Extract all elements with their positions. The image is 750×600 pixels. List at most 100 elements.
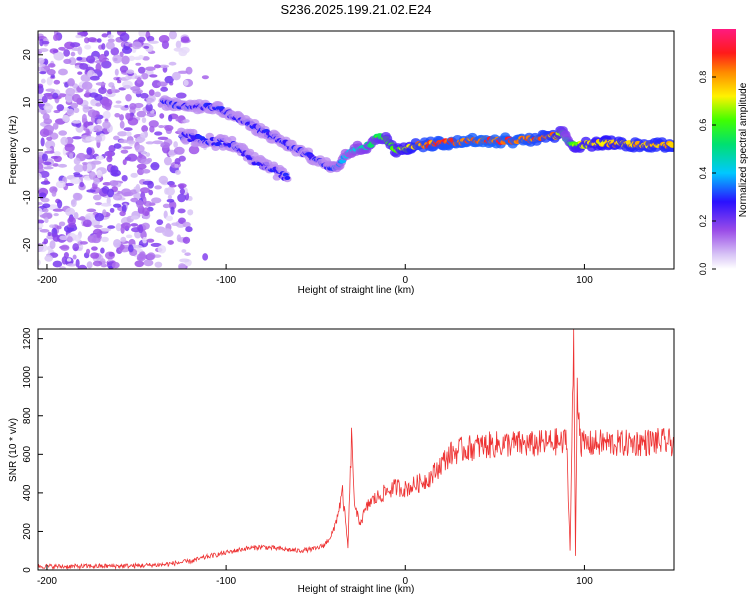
noise-blob <box>167 195 172 200</box>
noise-blob <box>53 51 65 61</box>
noise-blob <box>110 165 119 174</box>
noise-blob <box>117 131 128 137</box>
noise-blob <box>95 63 102 72</box>
noise-blob <box>174 169 181 175</box>
noise-blob <box>120 223 125 228</box>
noise-blob <box>122 146 133 150</box>
noise-blob <box>53 34 59 41</box>
noise-blob <box>84 44 92 50</box>
noise-blob <box>39 128 50 138</box>
noise-blob <box>66 108 75 116</box>
noise-blob <box>119 120 125 129</box>
spectrogram-x-ticks: -200 -100 0 100 <box>37 264 593 286</box>
ridge-point <box>669 142 674 148</box>
colorbar-tick-label: 0.2 <box>698 215 708 228</box>
noise-blob <box>39 38 44 47</box>
noise-blob <box>86 261 93 269</box>
noise-blob <box>145 103 153 112</box>
noise-blob <box>46 69 56 76</box>
noise-blob <box>87 37 97 43</box>
noise-blob <box>75 34 82 39</box>
secondary-ridge-halo <box>227 135 237 143</box>
noise-blob <box>158 64 170 69</box>
noise-blob <box>85 55 96 64</box>
noise-blob <box>91 237 101 244</box>
noise-blob <box>156 81 168 87</box>
noise-blob <box>201 75 209 80</box>
noise-blob <box>178 155 186 162</box>
noise-blob <box>64 143 75 152</box>
noise-blob <box>137 66 146 74</box>
noise-blob <box>182 236 191 244</box>
noise-blob <box>55 180 66 189</box>
noise-blob <box>177 193 186 203</box>
y-tick-label: 1200 <box>22 327 33 350</box>
noise-blob <box>122 159 127 166</box>
noise-blob <box>154 131 163 136</box>
y-tick-label: 1000 <box>22 366 33 389</box>
noise-blob <box>159 113 165 119</box>
noise-blob <box>175 40 182 49</box>
noise-blob <box>91 246 98 251</box>
noise-blob <box>66 236 73 243</box>
noise-blob <box>85 128 90 136</box>
noise-blob <box>123 127 133 132</box>
noise-blob <box>94 93 103 101</box>
noise-blob <box>160 86 169 92</box>
noise-blob <box>184 252 191 256</box>
noise-blob <box>38 259 41 266</box>
noise-blob <box>146 113 157 117</box>
noise-blob <box>89 75 100 81</box>
noise-blob <box>51 191 57 197</box>
noise-blob <box>119 114 125 121</box>
noise-blob <box>125 234 133 239</box>
noise-blob <box>111 261 120 269</box>
noise-blob <box>134 260 145 268</box>
noise-blob <box>95 155 104 161</box>
noise-blob <box>130 86 141 92</box>
noise-blob <box>58 221 66 227</box>
secondary-ridge-point <box>284 175 291 181</box>
snr-panel: -200 -100 0 100 0 200 400 600 800 1000 1200 Heigh… <box>8 327 675 595</box>
noise-blob <box>69 42 81 48</box>
noise-blob <box>53 213 59 217</box>
noise-blob <box>115 100 122 104</box>
noise-blob <box>146 157 153 163</box>
noise-blob <box>178 49 188 57</box>
noise-blob <box>136 76 142 84</box>
noise-blob <box>70 177 81 185</box>
noise-blob <box>158 125 165 129</box>
noise-blob <box>162 203 170 209</box>
noise-blob <box>137 168 145 176</box>
noise-blob <box>70 102 79 109</box>
noise-blob <box>38 223 44 229</box>
noise-blob <box>38 243 48 253</box>
noise-blob <box>39 71 47 75</box>
noise-blob <box>111 85 116 93</box>
noise-blob <box>119 210 126 217</box>
noise-blob <box>125 140 136 145</box>
snr-y-ticks: 0 200 400 600 800 1000 1200 <box>22 327 43 573</box>
noise-blob <box>46 76 53 86</box>
noise-blob <box>103 50 110 57</box>
noise-blob <box>131 227 141 233</box>
noise-blob <box>72 136 83 140</box>
noise-blob <box>112 135 120 141</box>
noise-blob <box>136 163 147 170</box>
noise-blob <box>126 69 135 74</box>
noise-blob <box>113 238 122 248</box>
noise-blob <box>39 229 50 233</box>
noise-blob <box>120 236 127 243</box>
noise-blob <box>145 152 151 157</box>
noise-blob <box>130 172 138 178</box>
noise-blob <box>45 88 56 92</box>
noise-blob <box>146 35 155 42</box>
noise-blob <box>101 43 106 50</box>
noise-blob <box>52 122 59 130</box>
noise-blob <box>56 199 63 209</box>
noise-blob <box>157 136 169 141</box>
noise-blob <box>119 65 129 73</box>
noise-blob <box>134 144 145 153</box>
noise-blob <box>128 55 136 61</box>
noise-blob <box>77 264 88 269</box>
